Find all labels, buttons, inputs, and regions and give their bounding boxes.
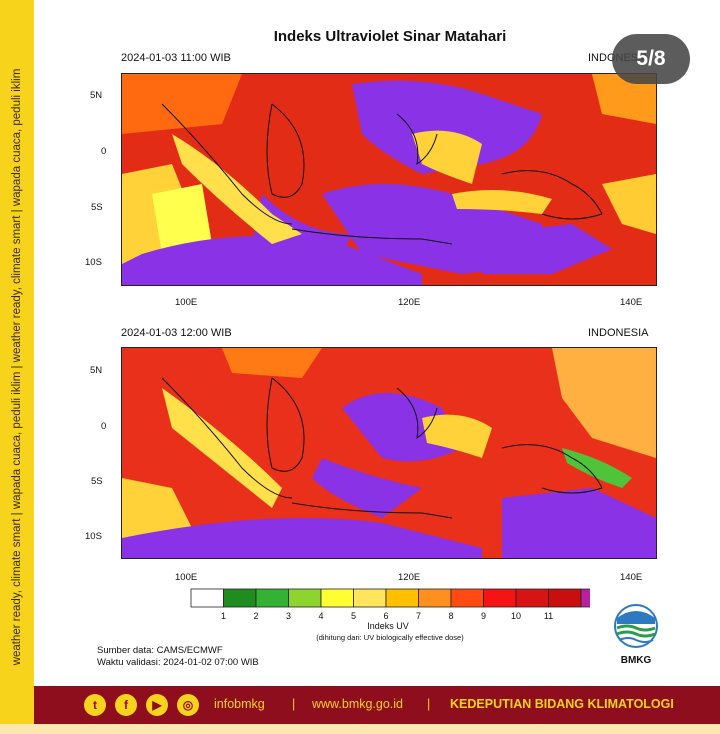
bottom-strip	[0, 724, 720, 734]
lat-tick-0: 0	[101, 146, 107, 157]
data-source: Sumber data: CAMS/ECMWF	[97, 645, 223, 656]
facebook-icon[interactable]: f	[115, 694, 137, 716]
footer-handle[interactable]: infobmkg	[214, 697, 265, 711]
map2-region: INDONESIA	[588, 327, 649, 339]
uv-map-1100-svg	[122, 74, 656, 285]
slide-counter: 5/8	[612, 34, 690, 84]
lat-tick-0-2: 0	[101, 421, 107, 432]
lat-tick-5n-2: 5N	[90, 365, 103, 376]
lon-tick-120e-2: 120E	[398, 572, 421, 583]
colorbar-tick-label: 8	[448, 611, 453, 621]
lat-tick-5s-2: 5S	[91, 476, 103, 487]
bmkg-logo: BMKG	[609, 604, 663, 666]
bmkg-logo-text: BMKG	[621, 655, 652, 666]
colorbar-title: Indeks UV	[367, 621, 409, 631]
validity-time: Waktu validasi: 2024-01-02 07:00 WIB	[97, 657, 259, 668]
colorbar-segment	[288, 588, 322, 608]
youtube-icon[interactable]: ▶	[146, 694, 168, 716]
colorbar-tick-label: 7	[416, 611, 421, 621]
colorbar-segment	[385, 588, 419, 608]
uv-map-1200-svg	[122, 348, 656, 558]
colorbar-tick-label: 3	[286, 611, 291, 621]
colorbar-segment	[223, 588, 257, 608]
map-title: Indeks Ultraviolet Sinar Matahari	[273, 28, 507, 45]
colorbar-segment	[580, 588, 621, 608]
map2-datetime: 2024-01-03 12:00 WIB	[121, 327, 232, 339]
lon-tick-100e-2: 100E	[175, 572, 198, 583]
lat-tick-10s-2: 10S	[85, 531, 102, 542]
sidebar-slogan: weather ready, climate smart | wapada cu…	[11, 68, 23, 666]
footer-department: KEDEPUTIAN BIDANG KLIMATOLOGI	[450, 697, 674, 711]
colorbar-segment	[515, 588, 549, 608]
colorbar-tick-label: 10	[511, 611, 521, 621]
colorbar-note: (dihitung dari: UV biologically effectiv…	[316, 633, 464, 642]
colorbar-tick-label: 4	[318, 611, 323, 621]
lat-tick-5s: 5S	[91, 202, 103, 213]
colorbar-tick-label: 9	[481, 611, 486, 621]
colorbar-segment	[190, 588, 224, 608]
colorbar-segment	[320, 588, 354, 608]
lon-tick-100e: 100E	[175, 297, 198, 308]
footer-separator-2: |	[427, 697, 431, 711]
footer-website[interactable]: www.bmkg.go.id	[312, 697, 404, 711]
sidebar-banner: weather ready, climate smart | wapada cu…	[0, 0, 34, 734]
bmkg-logo-svg: BMKG	[614, 604, 658, 666]
instagram-icon[interactable]: ◎	[177, 694, 199, 716]
lon-tick-140e-2: 140E	[620, 572, 643, 583]
lat-tick-10s: 10S	[85, 257, 102, 268]
colorbar-segment	[483, 588, 517, 608]
colorbar-tick-label: 2	[253, 611, 258, 621]
colorbar-segment	[450, 588, 484, 608]
footer-bar: t f ▶ ◎ infobmkg | www.bmkg.go.id | KEDE…	[34, 686, 720, 724]
lon-tick-140e: 140E	[620, 297, 643, 308]
colorbar-tick-label: 6	[383, 611, 388, 621]
colorbar-segment	[548, 588, 582, 608]
lon-tick-120e: 120E	[398, 297, 421, 308]
colorbar-segment	[255, 588, 289, 608]
colorbar-tick-label: 11	[544, 611, 553, 621]
lat-tick-5n: 5N	[90, 90, 103, 101]
colorbar-segment	[418, 588, 452, 608]
twitter-icon[interactable]: t	[84, 694, 106, 716]
colorbar-tick-label: 1	[221, 611, 226, 621]
colorbar-tick-label: 5	[351, 611, 356, 621]
uv-map-1100	[121, 73, 657, 286]
map1-datetime: 2024-01-03 11:00 WIB	[121, 52, 231, 64]
colorbar-segment	[353, 588, 387, 608]
uv-map-1200	[121, 347, 657, 559]
footer-separator-1: |	[292, 697, 296, 711]
uv-colorbar-svg: 1 2 3 4 5 6 7 8 9 10 11	[190, 588, 621, 621]
